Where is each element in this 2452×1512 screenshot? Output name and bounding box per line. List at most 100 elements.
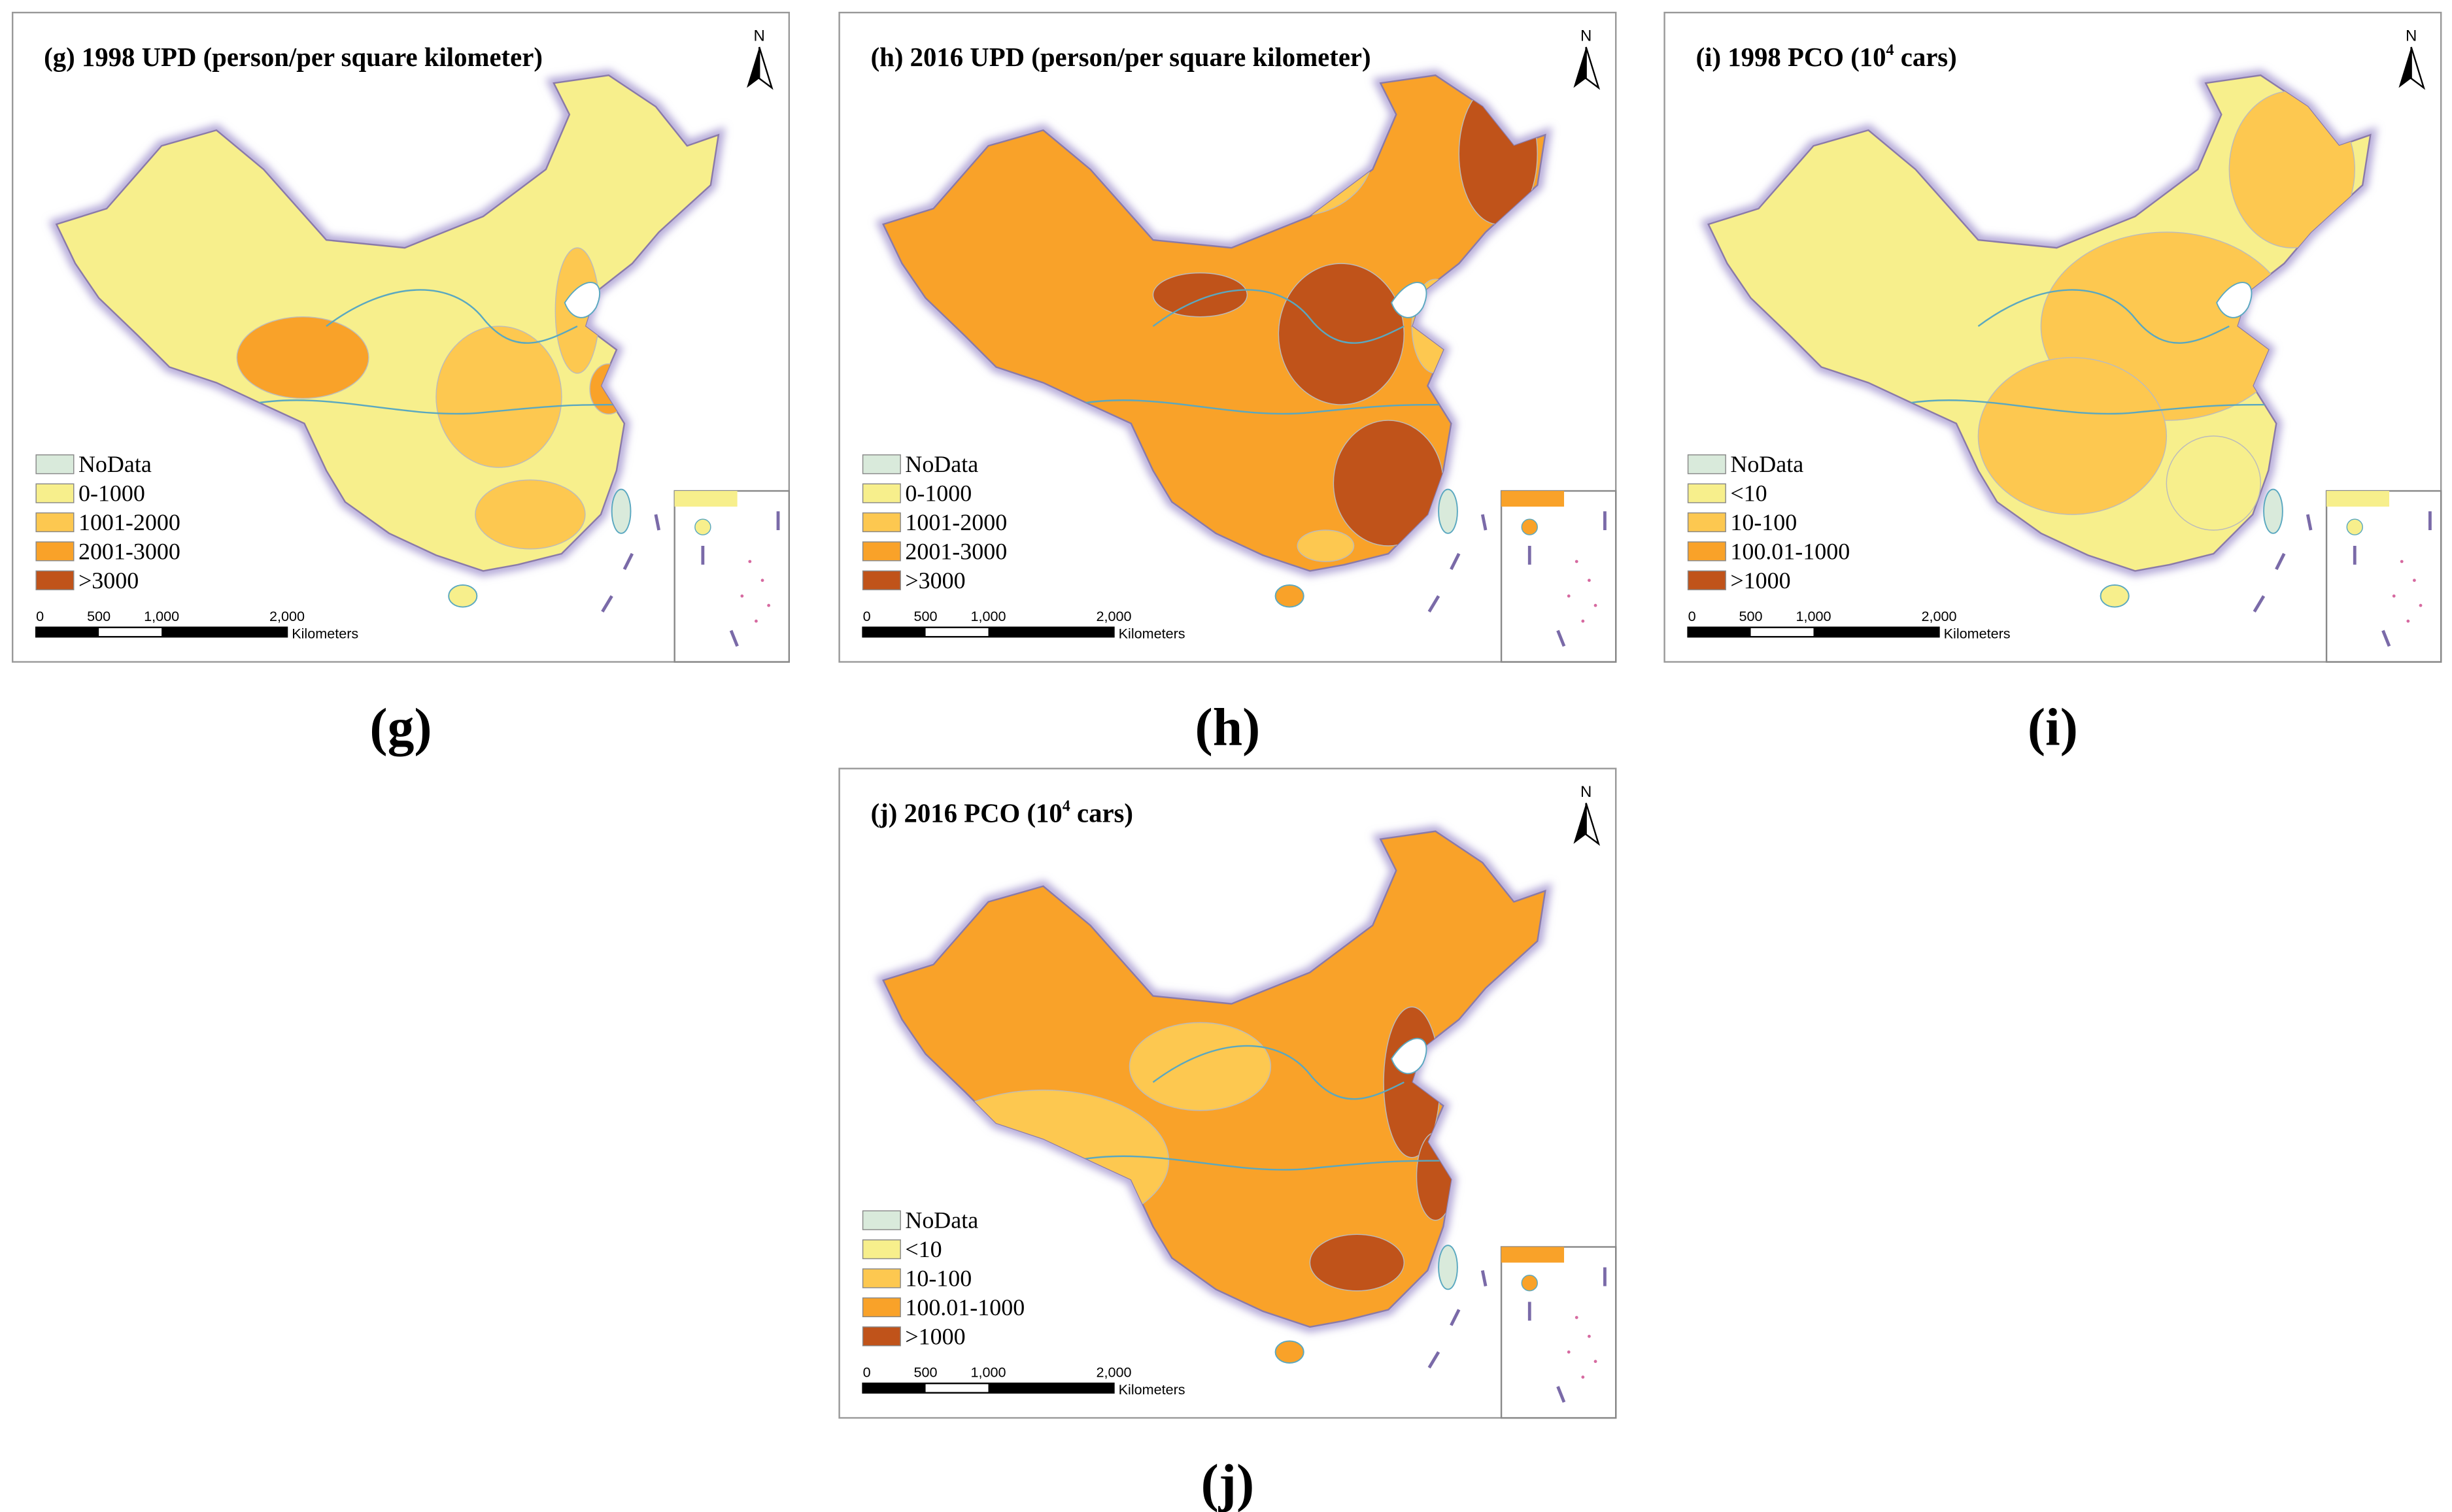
inset-dot xyxy=(1593,1360,1597,1364)
legend-swatch xyxy=(862,1297,901,1317)
legend-swatch xyxy=(862,483,901,503)
title-part: (g) 1998 UPD (person/per square kilomete… xyxy=(44,42,543,72)
scale-label: 0 xyxy=(1688,608,1696,624)
hainan xyxy=(2100,584,2130,608)
legend-label: 0-1000 xyxy=(78,480,145,507)
boundary-dash xyxy=(654,514,661,531)
scale-label: 0 xyxy=(863,608,871,624)
legend-swatch xyxy=(862,1239,901,1260)
hainan xyxy=(448,584,478,608)
scale-label: 0 xyxy=(36,608,44,624)
north-arrow xyxy=(1573,803,1586,844)
panel-caption: (i) xyxy=(2028,697,2078,757)
title-part: cars) xyxy=(1070,798,1133,828)
legend-label: 1001-2000 xyxy=(905,509,1007,535)
legend-swatch xyxy=(35,483,75,503)
river xyxy=(1152,1045,1405,1100)
north-arrow xyxy=(747,46,760,88)
title-part: (j) 2016 PCO (10 xyxy=(871,798,1063,828)
panel-caption: (j) xyxy=(1201,1453,1254,1512)
boundary-dash xyxy=(1480,514,1488,531)
legend-label: 10-100 xyxy=(905,1265,972,1291)
river xyxy=(1074,1155,1444,1171)
scale-unit: Kilometers xyxy=(292,626,358,642)
legend-label: 1001-2000 xyxy=(78,509,180,535)
scale-seg xyxy=(862,1383,926,1393)
inset-dot xyxy=(1593,603,1597,607)
scale-label: 500 xyxy=(914,608,938,624)
title-part: 4 xyxy=(1886,42,1894,59)
legend-label: 100.01-1000 xyxy=(905,1294,1025,1320)
inset-dot xyxy=(748,560,752,563)
region xyxy=(1977,357,2168,515)
hainan xyxy=(1274,584,1304,608)
bohai-sea xyxy=(2216,282,2253,318)
taiwan xyxy=(2263,488,2283,534)
map-panel: (g) 1998 UPD (person/per square kilomete… xyxy=(11,11,791,663)
legend-swatch xyxy=(1687,570,1726,590)
scale-label: 500 xyxy=(914,1364,938,1381)
legend-swatch xyxy=(1687,512,1726,533)
north-label: N xyxy=(754,27,765,44)
region xyxy=(2166,435,2262,531)
north-arrow xyxy=(1585,46,1601,90)
bohai-sea xyxy=(1391,1037,1427,1075)
legend-label: NoData xyxy=(905,451,978,477)
legend-swatch xyxy=(862,454,901,475)
scale-label: 1,000 xyxy=(971,1364,1006,1381)
region xyxy=(1309,1234,1405,1292)
region xyxy=(1129,1022,1272,1111)
legend-swatch xyxy=(35,541,75,562)
inset-island xyxy=(1521,518,1538,535)
inset-dot xyxy=(1588,579,1591,582)
north-arrow xyxy=(2398,46,2411,88)
panel-title: (h) 2016 UPD (person/per square kilomete… xyxy=(871,42,1371,72)
title-part: 4 xyxy=(1063,798,1070,815)
legend-label: NoData xyxy=(78,451,152,477)
panel-title: (g) 1998 UPD (person/per square kilomete… xyxy=(44,42,543,72)
inset-dot xyxy=(1575,560,1578,563)
title-part: cars) xyxy=(1894,42,1957,72)
inset-dot xyxy=(1567,594,1571,598)
inset-dot xyxy=(767,603,771,607)
legend-swatch xyxy=(862,1268,901,1288)
boundary-dash xyxy=(1480,1270,1488,1286)
boundary-dash xyxy=(1450,1309,1461,1326)
bohai-sea xyxy=(564,282,600,318)
legend-label: >3000 xyxy=(905,567,965,594)
river xyxy=(326,289,578,344)
legend-label: <10 xyxy=(1730,480,1767,507)
scale-seg xyxy=(36,627,99,637)
inset-land xyxy=(1501,1247,1565,1263)
legend-label: <10 xyxy=(905,1236,942,1262)
inset-island xyxy=(2346,518,2363,535)
taiwan xyxy=(611,488,632,534)
scale-seg xyxy=(162,627,288,637)
scale-seg xyxy=(1688,627,1751,637)
inset-dot xyxy=(1567,1350,1571,1354)
panel-title: (j) 2016 PCO (104 cars) xyxy=(871,798,1133,828)
scale-label: 2,000 xyxy=(1921,608,1956,624)
inset-island xyxy=(694,518,711,535)
north-arrow xyxy=(1585,803,1601,847)
river xyxy=(247,399,617,415)
scale-unit: Kilometers xyxy=(1119,626,1185,642)
inset-dot xyxy=(2406,619,2410,623)
legend-swatch xyxy=(862,1326,901,1347)
region xyxy=(1152,272,1248,318)
legend-swatch xyxy=(35,454,75,475)
legend-label: 2001-3000 xyxy=(905,538,1007,564)
legend-swatch xyxy=(1687,454,1726,475)
title-part: (i) 1998 PCO (10 xyxy=(1696,42,1886,72)
legend-label: 0-1000 xyxy=(905,480,972,507)
scale-unit: Kilometers xyxy=(1944,626,2011,642)
legend-label: 100.01-1000 xyxy=(1730,538,1850,564)
country xyxy=(55,74,720,572)
boundary-dash xyxy=(2306,514,2313,531)
inset-dot xyxy=(1575,1316,1578,1319)
legend-swatch xyxy=(35,512,75,533)
boundary-dash xyxy=(601,595,613,613)
inset-dot xyxy=(1581,619,1585,623)
north-arrow xyxy=(2410,46,2426,90)
